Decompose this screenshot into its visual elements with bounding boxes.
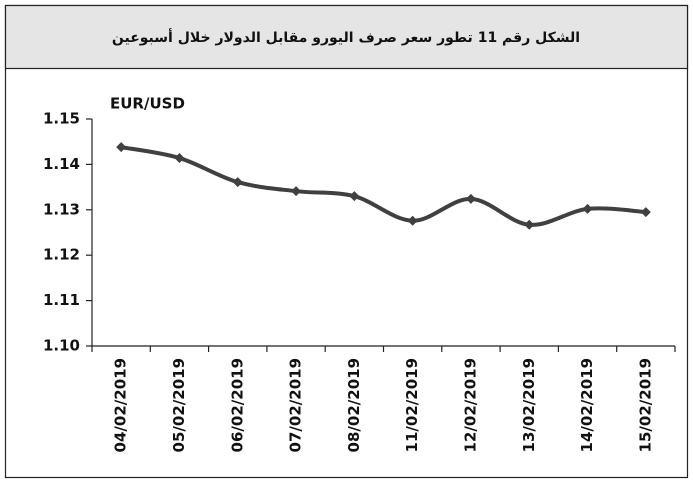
x-tick-label: 12/02/2019 bbox=[461, 358, 479, 452]
marker bbox=[232, 177, 243, 188]
marker bbox=[465, 193, 476, 204]
marker bbox=[524, 219, 535, 230]
x-tick-label: 14/02/2019 bbox=[578, 358, 596, 452]
marker bbox=[116, 142, 127, 153]
y-tick-label: 1.15 bbox=[43, 110, 80, 128]
x-tick-label: 11/02/2019 bbox=[403, 358, 421, 452]
x-tick-label: 05/02/2019 bbox=[170, 358, 188, 452]
marker bbox=[291, 186, 302, 197]
x-tick-label: 07/02/2019 bbox=[287, 358, 305, 452]
y-tick-label: 1.13 bbox=[43, 200, 80, 218]
line bbox=[119, 145, 648, 227]
header bbox=[4, 4, 689, 70]
y-tick-label: 1.10 bbox=[43, 337, 80, 355]
y-axis-label: EUR/USD bbox=[110, 95, 185, 113]
x-tick-label: 08/02/2019 bbox=[345, 358, 363, 452]
x-tick-label: 13/02/2019 bbox=[520, 358, 538, 452]
marker bbox=[582, 203, 593, 214]
y-tick-label: 1.14 bbox=[43, 155, 80, 173]
x-tick-label: 15/02/2019 bbox=[636, 358, 654, 452]
x-tick-label: 04/02/2019 bbox=[112, 358, 130, 452]
marker bbox=[640, 207, 651, 218]
y-tick-label: 1.12 bbox=[43, 246, 80, 264]
frame bbox=[4, 4, 689, 479]
marker bbox=[349, 191, 360, 202]
chart-title: الشكل رقم 11 تطور سعر صرف اليورو مقابل ا… bbox=[112, 28, 580, 46]
marker bbox=[174, 153, 185, 164]
y-tick-label: 1.11 bbox=[43, 291, 80, 309]
x-tick-label: 06/02/2019 bbox=[228, 358, 246, 452]
marker bbox=[407, 215, 418, 226]
